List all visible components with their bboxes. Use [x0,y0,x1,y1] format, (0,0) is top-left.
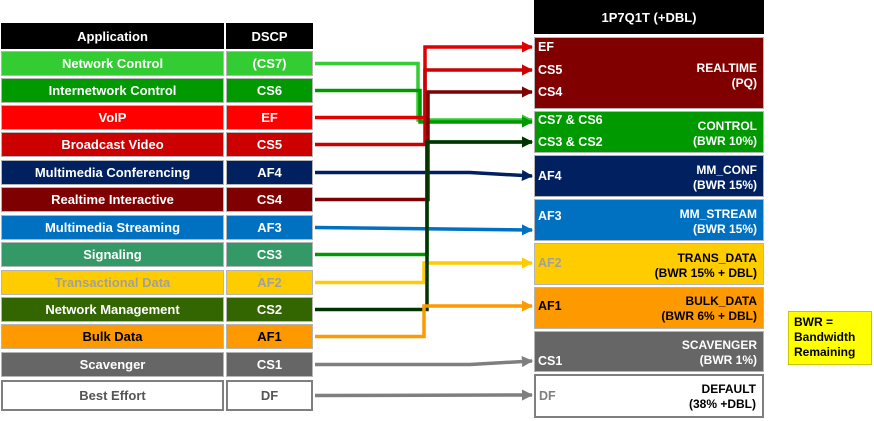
queue-dscp-tag: AF4 [538,169,562,183]
application-cell: Broadcast Video [1,132,224,157]
dscp-cell: AF4 [226,160,313,185]
application-cell: Multimedia Streaming [1,215,224,240]
mapping-arrow [315,88,534,128]
queue-bandwidth: (BWR 6% + DBL) [661,309,757,323]
queue-title: MM_CONF [696,163,757,177]
dscp-cell: DF [226,380,313,411]
application-cell: Internetwork Control [1,78,224,103]
queue-title: CONTROL [697,119,757,133]
mapping-arrow [314,224,534,236]
queue-dscp-tag: AF1 [538,299,562,313]
queue-dscp-tag: CS4 [538,85,563,99]
queue-bandwidth: (BWR 15%) [692,222,757,236]
application-cell: Multimedia Conferencing [1,160,224,185]
queue-default: DF DEFAULT (38% +DBL) [534,374,764,418]
queue-bandwidth: (BWR 15% + DBL) [654,266,757,280]
mapping-arrow [315,64,534,147]
dscp-cell: (CS7) [226,51,313,76]
dscp-cell: CS5 [226,132,313,157]
queue-name: BULK_DATA (BWR 6% + DBL) [661,294,757,324]
queue-scavenger: CS1 SCAVENGER (BWR 1%) [534,331,764,372]
dscp-cell: AF3 [226,215,313,240]
queue-title: REALTIME [696,61,757,75]
queue-bandwidth: (BWR 1%) [699,353,757,367]
application-cell: Signaling [1,242,224,267]
queue-mm-conf: AF4 MM_CONF (BWR 15%) [534,155,764,197]
queue-mm-stream: AF3 MM_STREAM (BWR 15%) [534,199,764,241]
queue-realtime: EF CS5 CS4 REALTIME (PQ) [534,37,764,109]
queuing-header: 1P7Q1T (+DBL) [534,0,764,34]
application-cell: Best Effort [1,380,224,411]
dscp-cell: CS2 [226,297,313,322]
note-line: Remaining [794,345,856,359]
dscp-cell: CS3 [226,242,313,267]
mapping-arrow [315,355,534,368]
note-line: Bandwidth [794,330,856,344]
mapping-arrow [315,300,534,339]
application-cell: Realtime Interactive [1,187,224,212]
queue-dscp-tag: EF [538,40,554,54]
queue-title: DEFAULT [701,382,756,396]
application-cell: Bulk Data [1,324,224,349]
queue-dscp-tag: CS3 & CS2 [538,135,603,149]
queue-bandwidth: (38% +DBL) [688,397,756,411]
queue-name: CONTROL (BWR 10%) [693,119,757,149]
queue-title: BULK_DATA [685,294,757,308]
queue-title: SCAVENGER [681,338,757,352]
application-cell: Network Control [1,51,224,76]
application-header: Application [1,23,224,49]
application-cell: Transactional Data [1,270,224,295]
dscp-cell: CS4 [226,187,313,212]
queue-dscp-tag: CS5 [538,63,563,77]
queue-dscp-tag: DF [539,389,556,403]
queue-trans-data: AF2 TRANS_DATA (BWR 15% + DBL) [534,243,764,285]
bwr-legend-note: BWR = Bandwidth Remaining [788,311,872,365]
queue-title: TRANS_DATA [677,251,757,265]
application-cell: Network Management [1,297,224,322]
queue-dscp-tag: CS1 [538,354,563,368]
note-line: BWR = [794,315,833,329]
dscp-cell: AF2 [226,270,313,295]
queue-name: MM_CONF (BWR 15%) [693,163,757,193]
dscp-header: DSCP [226,23,313,49]
application-cell: VoIP [1,105,224,130]
queue-bandwidth: (BWR 10%) [692,134,757,148]
queue-dscp-tag: AF3 [538,209,562,223]
queue-name: DEFAULT (38% +DBL) [689,382,756,412]
mapping-arrow [314,389,534,401]
queue-bandwidth: (PQ) [731,76,757,90]
queue-bulk-data: AF1 BULK_DATA (BWR 6% + DBL) [534,287,764,329]
queue-name: MM_STREAM (BWR 15%) [680,207,757,237]
queue-dscp-tag: CS7 & CS6 [538,113,603,127]
mapping-arrow [315,136,534,312]
queue-title: MM_STREAM [679,207,757,221]
queue-name: REALTIME (PQ) [697,61,757,91]
dscp-cell: CS1 [226,352,313,377]
application-cell: Scavenger [1,352,224,377]
dscp-cell: CS6 [226,78,313,103]
mapping-arrow [315,257,534,285]
queue-bandwidth: (BWR 15%) [692,178,757,192]
mapping-arrow [315,169,534,182]
dscp-cell: EF [226,105,313,130]
queue-dscp-tag: AF2 [538,256,562,270]
queue-name: SCAVENGER (BWR 1%) [682,338,757,368]
queue-control: CS7 & CS6 CS3 & CS2 CONTROL (BWR 10%) [534,111,764,153]
dscp-cell: AF1 [226,324,313,349]
queue-name: TRANS_DATA (BWR 15% + DBL) [655,251,757,281]
